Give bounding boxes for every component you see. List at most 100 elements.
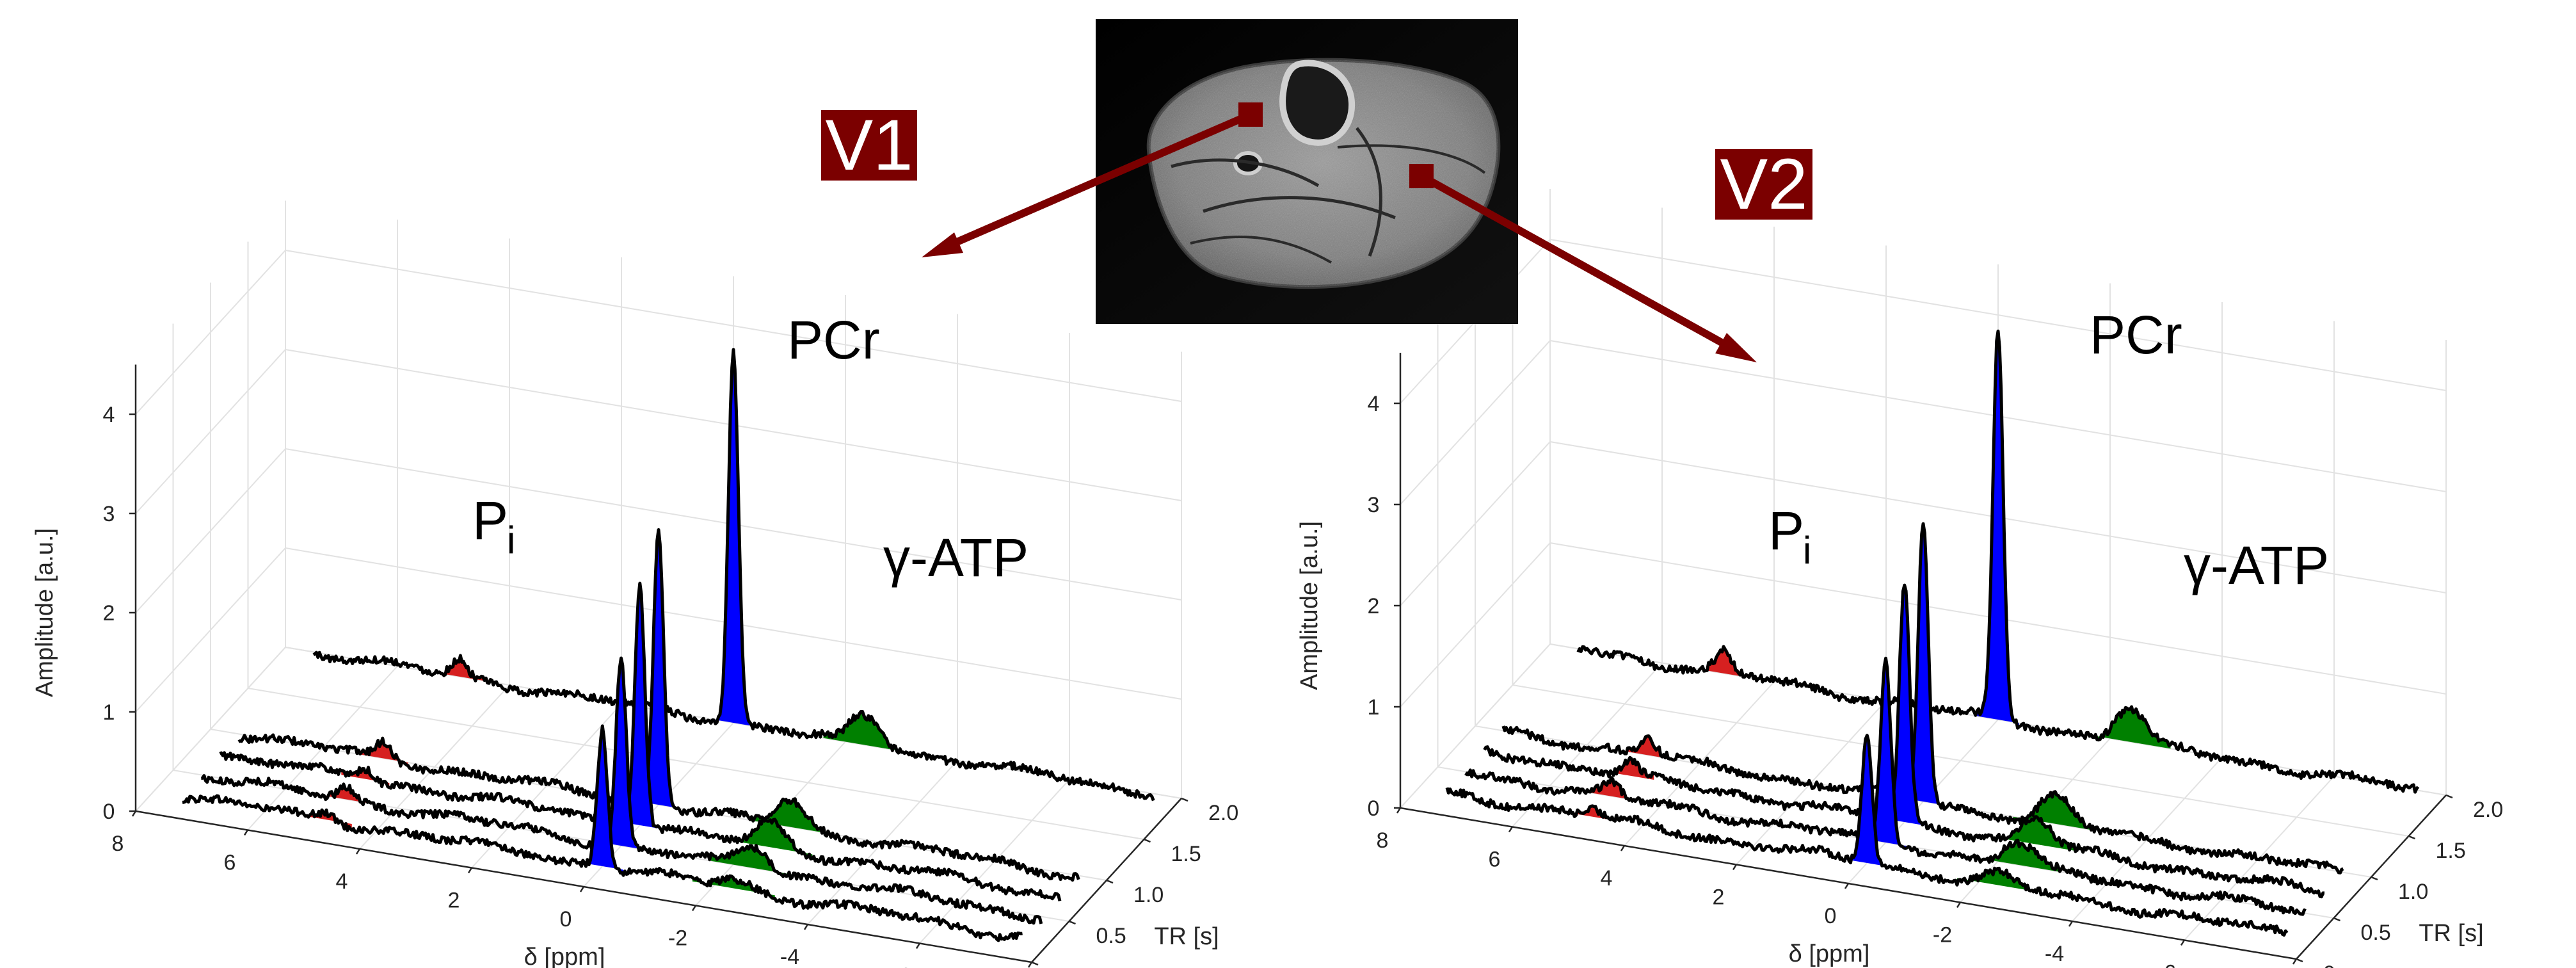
z-tick-label: 0.5: [1096, 924, 1126, 948]
z-tick-mark: [1144, 838, 1151, 843]
y-tick-label: 4: [1368, 392, 1380, 416]
z-tick-label: 2.0: [1208, 801, 1238, 825]
x-tick-label: -6: [892, 964, 911, 968]
grid-horizontal: [1400, 339, 2447, 505]
atp-peak-fill: [2088, 707, 2171, 749]
z-tick-mark: [2445, 794, 2453, 799]
z-tick-label: 1.0: [1133, 883, 1164, 907]
voxel-label-v1: V1: [821, 105, 917, 185]
x-tick-label: -2: [1933, 923, 1952, 948]
z-tick-label: 2.0: [2473, 798, 2503, 822]
x-tick-mark: [915, 942, 921, 949]
grid-horizontal: [1400, 440, 2447, 606]
spectrum-line: [1576, 329, 2420, 794]
spectrum-series: [237, 528, 1080, 882]
z-tick-mark: [2408, 835, 2415, 840]
fascia-line-1: [1171, 158, 1320, 188]
atp-label: γ-ATP: [883, 528, 1028, 588]
x-tick-mark: [243, 829, 249, 836]
x-tick-mark: [1844, 883, 1850, 889]
spectrum-line: [237, 528, 1080, 882]
spectrum-series: [201, 656, 1043, 925]
z-tick-label: 0: [1059, 965, 1071, 968]
y-tick-label: 1: [1368, 695, 1380, 720]
grid-horizontal: [1400, 643, 2447, 809]
fascia-line-3: [1356, 127, 1382, 257]
y-tick-label: 3: [1368, 493, 1380, 517]
z-tick-label: 0.5: [2361, 921, 2391, 945]
voxel-label-v1-box: [821, 110, 917, 181]
pi-label-subscript: i: [1803, 529, 1811, 572]
fascia-line-5: [1190, 236, 1332, 264]
x-tick-mark: [1956, 901, 1962, 908]
x-tick-label: 4: [1601, 866, 1613, 891]
arrow-v1-shaft: [955, 111, 1252, 246]
x-tick-mark: [1396, 807, 1402, 814]
z-tick-mark: [1106, 879, 1114, 884]
spectrum-series: [1464, 656, 2307, 916]
grid-horizontal: [1400, 542, 2447, 707]
x-tick-mark: [2068, 921, 2074, 927]
grid-horizontal: [135, 249, 1182, 415]
spectrum-line: [1445, 734, 2289, 937]
y-tick-label: 2: [1368, 594, 1380, 618]
x-tick-mark: [2180, 939, 2186, 946]
x-axis-label: δ [ppm]: [524, 944, 605, 968]
spectrum-series: [1576, 329, 2420, 794]
pi-peak-fill: [435, 656, 483, 681]
atp-label: γ-ATP: [2184, 535, 2329, 595]
x-tick-label: 8: [112, 832, 124, 856]
x-tick-label: -6: [2157, 961, 2176, 968]
pi-peak-fill: [1699, 647, 1748, 677]
y-tick-label: 0: [1368, 796, 1380, 821]
mri-inset: [1096, 19, 1518, 324]
spectrum-series: [312, 348, 1155, 802]
pcr-peak-fill: [581, 726, 624, 876]
spectrum-series: [1483, 583, 2325, 899]
x-tick-mark: [1027, 962, 1033, 968]
x-tick-label: 4: [336, 869, 348, 894]
x-tick-mark: [2292, 958, 2298, 965]
x-tick-mark: [355, 848, 361, 855]
pcr-peak-fill: [618, 583, 661, 830]
grid-horizontal: [135, 646, 1182, 812]
atp-peak-fill: [748, 798, 831, 837]
pcr-label: PCr: [787, 310, 880, 370]
pi-peak-fill: [360, 738, 408, 766]
x-tick-label: 8: [1377, 828, 1389, 853]
x-tick-label: 6: [1489, 848, 1501, 872]
x-tick-mark: [1620, 845, 1626, 851]
pcr-peak-fill: [1977, 331, 2019, 729]
x-tick-mark: [579, 886, 585, 892]
z-tick-label: 0: [2323, 962, 2335, 968]
x-tick-mark: [691, 905, 697, 912]
spectrum-line: [201, 656, 1043, 925]
arrow-v2-shaft: [1420, 172, 1724, 346]
y-tick-label: 3: [103, 502, 115, 526]
grid-horizontal: [135, 547, 1182, 713]
voxel-label-v1-text: V1: [826, 105, 913, 185]
pcr-label: PCr: [2090, 305, 2182, 365]
pi-peak-fill: [1624, 736, 1673, 760]
fascia-line-2: [1203, 196, 1396, 220]
spectrum-series: [1445, 734, 2289, 937]
atp-peak-fill: [1976, 840, 2058, 872]
y-tick-label: 4: [103, 403, 115, 427]
pi-label: P: [472, 490, 508, 551]
z-tick-label: 1.5: [1171, 842, 1201, 866]
x-tick-mark: [131, 811, 137, 817]
z-tick-mark: [1031, 961, 1039, 966]
z-tick-label: 1.5: [2436, 839, 2466, 863]
y-tick-label: 0: [103, 800, 115, 824]
leg-texture: [1148, 60, 1499, 287]
z-tick-mark: [2296, 958, 2303, 963]
grid-horizontal: [1400, 238, 2447, 404]
x-tick-label: -2: [668, 926, 687, 951]
pi-peak-fill: [1587, 777, 1636, 802]
atp-peak-fill: [2013, 791, 2096, 832]
spectrum-line: [182, 724, 1023, 942]
atp-peak-fill: [1994, 816, 2077, 851]
grid-horizontal: [135, 348, 1182, 514]
atp-peak-fill: [730, 819, 813, 859]
